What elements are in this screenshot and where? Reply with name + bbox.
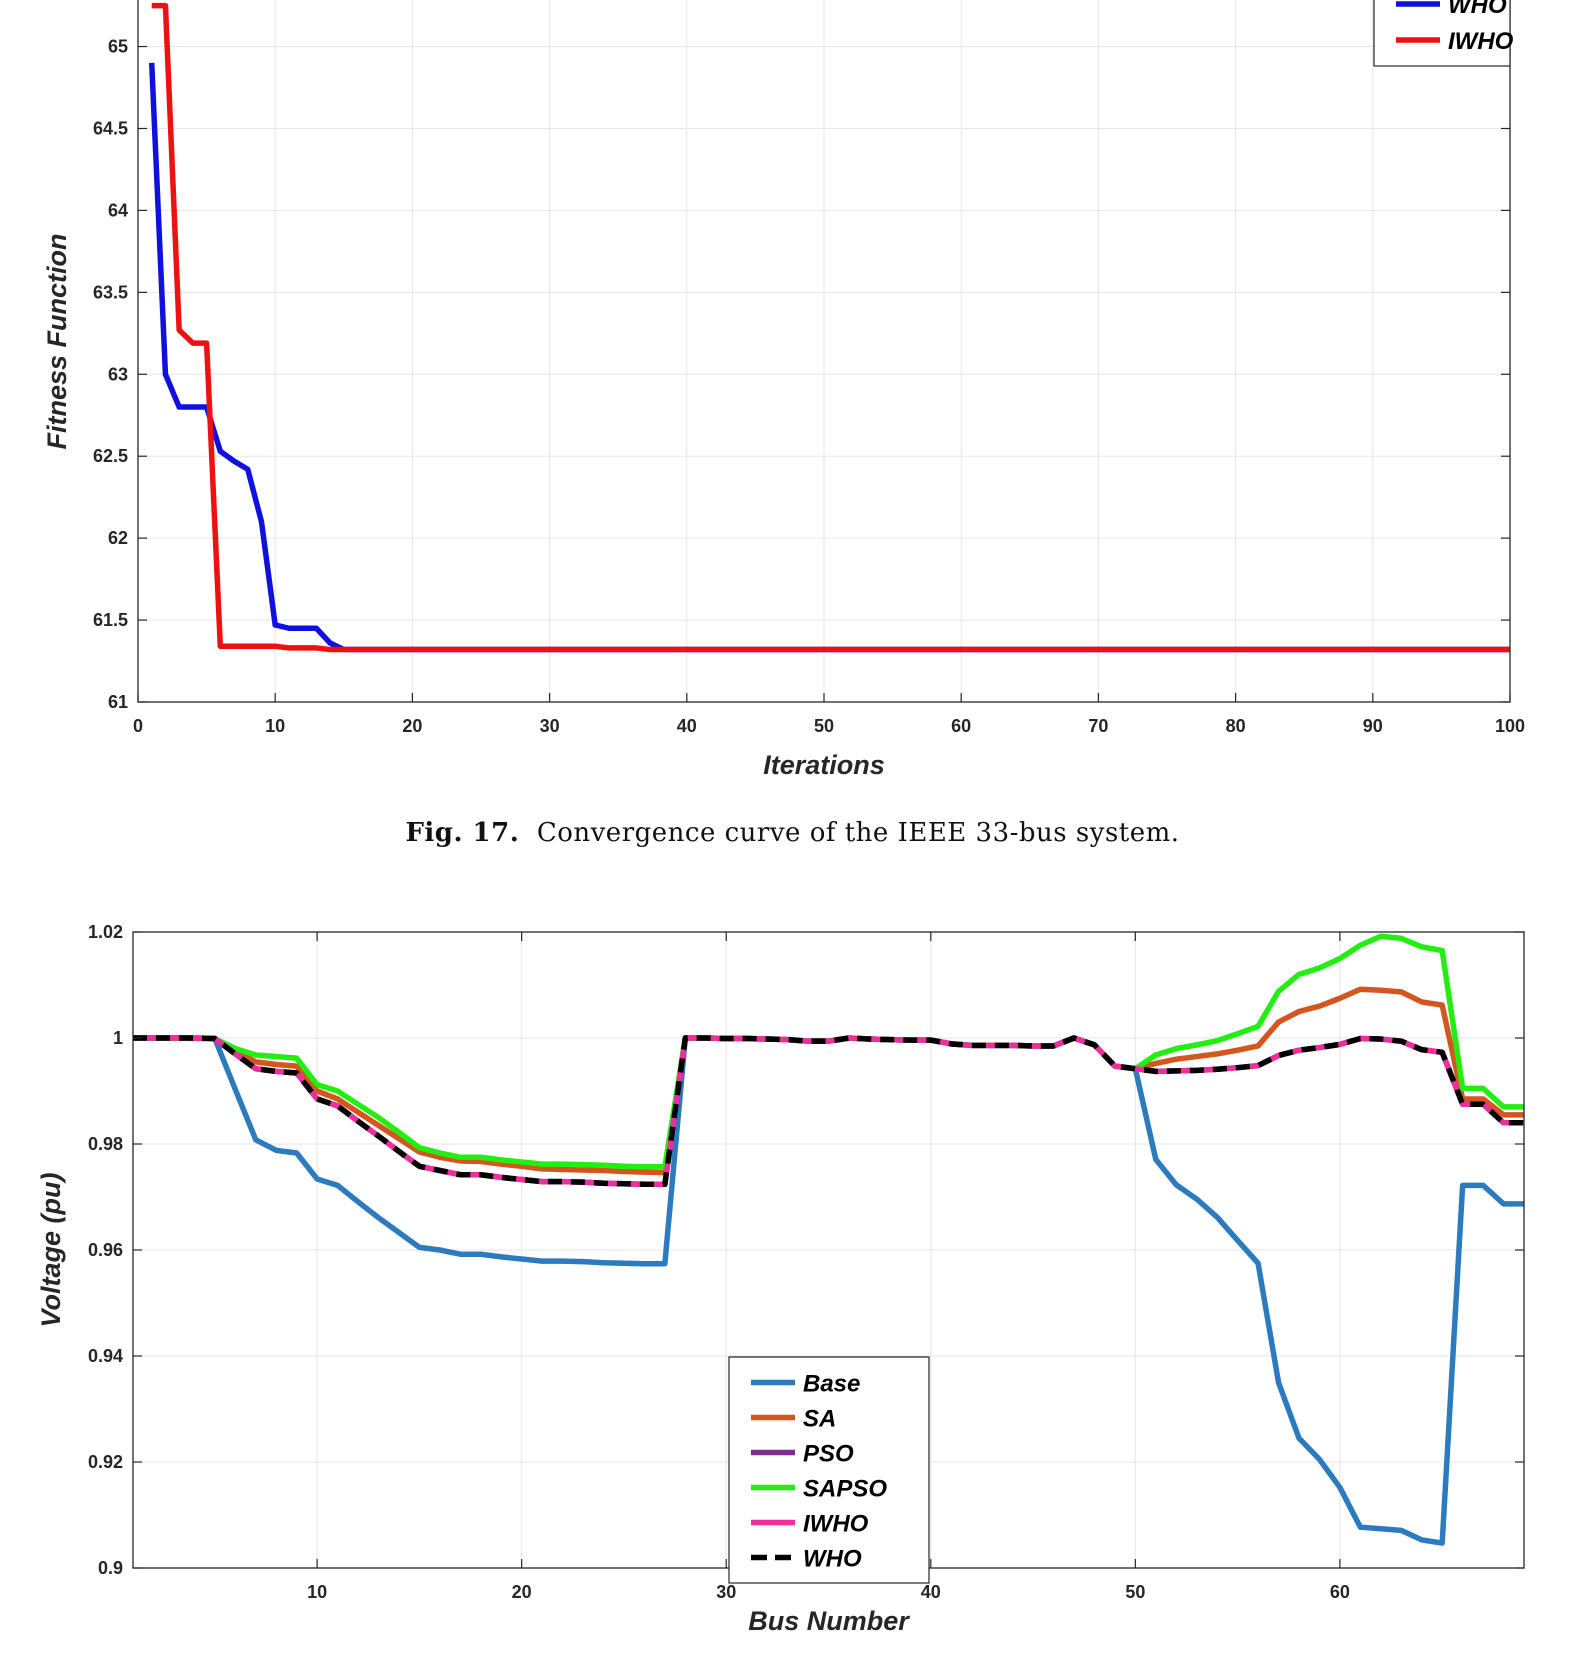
legend-label-pso: PSO: [803, 1441, 854, 1468]
y-tick-label: 64: [108, 200, 128, 220]
x-tick-label: 90: [1363, 716, 1383, 736]
legend-label-who: WHO: [1448, 0, 1507, 19]
series-line-base: [133, 1035, 1524, 1546]
x-tick-label: 100: [1495, 716, 1525, 736]
x-tick-label: 10: [265, 716, 285, 736]
x-tick-label: 20: [402, 716, 422, 736]
y-axis-label: Fitness Function: [42, 234, 72, 450]
x-tick-label: 30: [716, 1582, 736, 1602]
y-tick-label: 0.92: [88, 1452, 123, 1472]
y-tick-label: 0.98: [88, 1134, 123, 1154]
x-tick-label: 40: [677, 716, 697, 736]
x-tick-label: 70: [1088, 716, 1108, 736]
legend-label-sapso: SAPSO: [803, 1476, 887, 1503]
y-tick-label: 61: [108, 692, 128, 712]
series-group: [133, 933, 1524, 1546]
caption-label: Fig. 17.: [405, 818, 520, 848]
x-tick-label: 50: [814, 716, 834, 736]
y-axis-label: Voltage (pu): [36, 1173, 66, 1328]
x-axis-label: Bus Number: [748, 1606, 910, 1636]
convergence-chart: 0 10 20 30 40 50 60 70 80 90 100 61 61.5 62 62.5 63 63.5…: [42, 0, 1525, 780]
series-line-who-dashed: [133, 1035, 1524, 1188]
y-tick-label: 62.5: [93, 446, 128, 466]
figure-caption: Fig. 17. Convergence curve of the IEEE 3…: [0, 818, 1585, 848]
x-tick-label: 0: [133, 716, 143, 736]
y-tick-label: 65: [108, 37, 128, 57]
y-tick-label: 1: [113, 1028, 123, 1048]
y-tick-label: 64.5: [93, 118, 128, 138]
plot-area: [133, 932, 1524, 1568]
y-tick-label: 63: [108, 364, 128, 384]
y-tick-label: 61.5: [93, 610, 128, 630]
x-tick-label: 30: [540, 716, 560, 736]
legend-box: [1373, 0, 1511, 67]
axes-frame: [132, 931, 1525, 1569]
y-tick-label: 62: [108, 528, 128, 548]
legend-label-who: WHO: [803, 1546, 862, 1573]
series-line-iwho: [151, 2, 1510, 653]
x-axis-label: Iterations: [763, 750, 885, 780]
legend-label-iwho: IWHO: [803, 1511, 869, 1538]
x-tick-label: 10: [307, 1582, 327, 1602]
series-line-sapso: [133, 933, 1524, 1170]
legend: WHO IWHO: [1373, 0, 1514, 67]
x-tick-label: 50: [1125, 1582, 1145, 1602]
grid: [133, 931, 1524, 1569]
y-tick-label: 63.5: [93, 282, 128, 302]
legend-label-sa: SA: [803, 1406, 836, 1433]
x-tick-label: 40: [921, 1582, 941, 1602]
series-line-sa: [133, 986, 1524, 1176]
y-tick-label: 0.9: [98, 1558, 123, 1578]
x-tick-label: 60: [951, 716, 971, 736]
series-line-iwho: [133, 1035, 1524, 1188]
legend-label-iwho: IWHO: [1448, 28, 1514, 55]
x-tick-label: 80: [1226, 716, 1246, 736]
series-group: [148, 2, 1510, 653]
y-tick-label: 0.96: [88, 1240, 123, 1260]
legend-box: [728, 1356, 930, 1584]
series-line-pso: [133, 1035, 1524, 1188]
legend-label-base: Base: [803, 1371, 860, 1398]
x-tick-label: 60: [1330, 1582, 1350, 1602]
y-tick-label: 0.94: [88, 1346, 123, 1366]
y-tick-label: 1.02: [88, 922, 123, 942]
x-tick-label: 20: [512, 1582, 532, 1602]
caption-text: Convergence curve of the IEEE 33-bus sys…: [536, 818, 1180, 848]
